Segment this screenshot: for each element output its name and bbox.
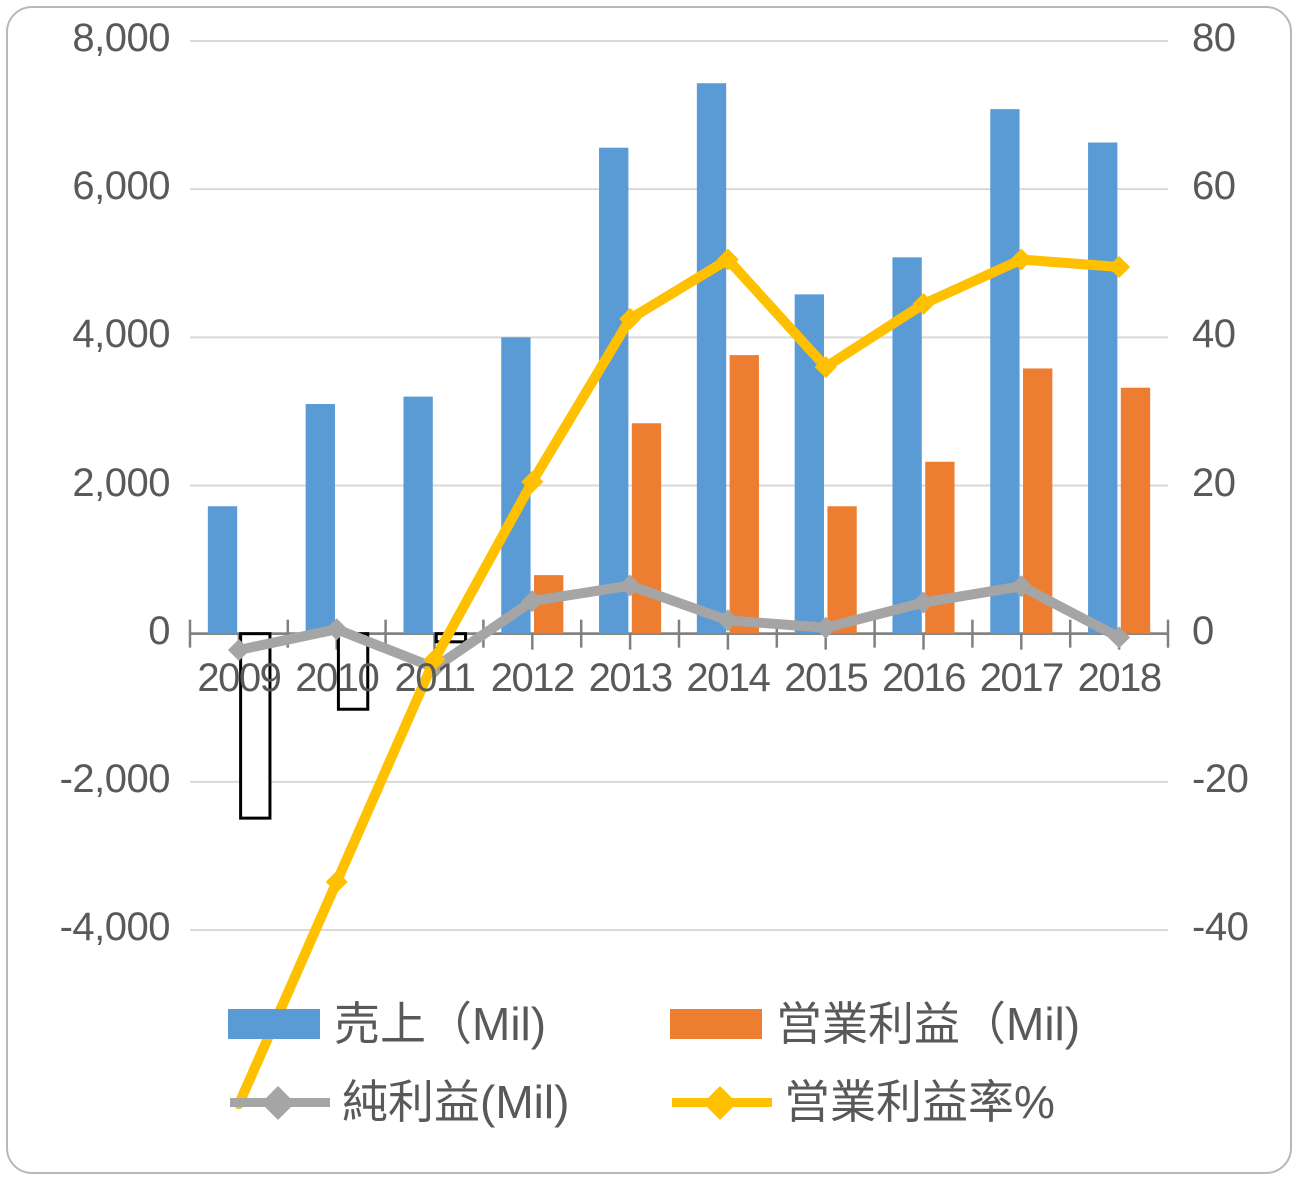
legend-label-net-profit: 純利益(Mil): [342, 1076, 570, 1128]
left-axis-tick: 2,000: [72, 460, 170, 505]
right-axis-tick: 20: [1192, 460, 1236, 505]
right-axis-tick: -40: [1192, 905, 1249, 949]
bar-swatch-blue-icon: [228, 1009, 320, 1039]
left-axis-tick: 0: [148, 608, 170, 653]
x-axis-tick: 2018: [1077, 655, 1162, 700]
line-swatch-yellow-icon: [672, 1086, 772, 1120]
legend-item-sales[interactable]: 売上（Mil): [120, 1001, 590, 1047]
right-axis-tick: 0: [1192, 608, 1214, 653]
line-swatch-gray-icon: [230, 1086, 330, 1120]
legend-label-operating-profit: 営業利益（Mil): [776, 998, 1081, 1050]
legend-item-net-profit[interactable]: 純利益(Mil): [120, 1079, 590, 1125]
x-axis-tick: 2014: [686, 655, 770, 700]
right-axis-tick: 60: [1192, 164, 1236, 209]
x-axis-tick: 2013: [588, 655, 673, 700]
x-axis-tick: 2010: [295, 655, 379, 700]
legend-item-operating-profit[interactable]: 営業利益（Mil): [590, 1001, 1090, 1047]
right-axis-tick: -20: [1192, 756, 1249, 801]
chart-legend: 売上（Mil) 営業利益（Mil) 純利益(Mil) 営業利益率%: [120, 985, 1180, 1141]
bar-swatch-orange-icon: [670, 1009, 762, 1039]
x-axis-tick: 2017: [979, 655, 1064, 700]
x-axis-tick: 2009: [197, 655, 281, 700]
legend-item-operating-margin[interactable]: 営業利益率%: [590, 1079, 1090, 1125]
legend-label-sales: 売上（Mil): [334, 998, 547, 1050]
left-axis-tick: 8,000: [72, 16, 170, 60]
x-axis-tick: 2016: [882, 655, 966, 700]
legend-row-1: 売上（Mil) 営業利益（Mil): [120, 985, 1180, 1063]
right-axis-tick: 80: [1192, 16, 1236, 60]
right-axis-tick: 40: [1192, 312, 1236, 357]
left-axis-tick: -2,000: [59, 756, 171, 801]
legend-label-operating-margin: 営業利益率%: [784, 1076, 1055, 1128]
x-axis-tick: 2011: [394, 655, 476, 700]
left-axis-tick: 4,000: [72, 312, 170, 357]
x-axis-tick: 2015: [784, 655, 868, 700]
legend-row-2: 純利益(Mil) 営業利益率%: [120, 1063, 1180, 1141]
left-axis-tick: 6,000: [72, 164, 170, 209]
x-axis-tick: 2012: [490, 655, 575, 700]
left-axis-tick: -4,000: [59, 905, 171, 949]
